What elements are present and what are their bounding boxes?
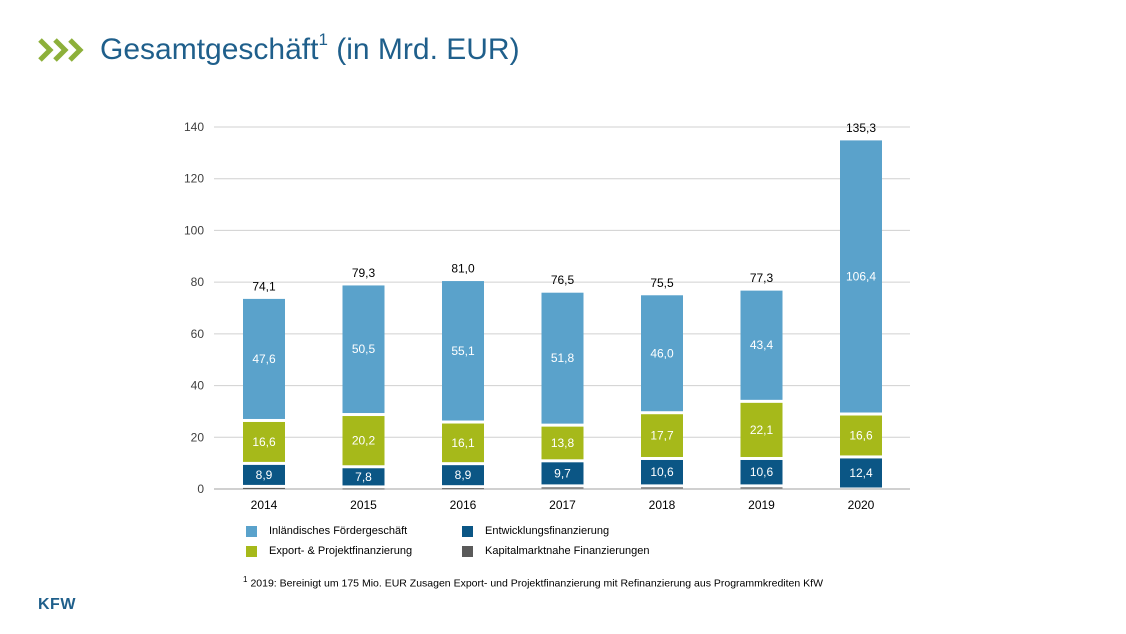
data-label-entwicklung: 8,9 (256, 468, 273, 482)
data-label-inlaendisch: 50,5 (352, 342, 376, 356)
total-label: 75,5 (650, 276, 674, 290)
legend-swatch-export (246, 545, 257, 557)
bar-segment-kapitalmarkt (541, 487, 584, 489)
data-label-export: 13,8 (551, 436, 575, 450)
footnote-marker: 1 (243, 575, 248, 584)
data-label-entwicklung: 12,4 (849, 466, 873, 480)
legend-label: Entwicklungsfinanzierung (485, 525, 610, 537)
bar-segment-entwicklung (541, 462, 584, 485)
data-label-export: 16,6 (252, 435, 276, 449)
legend-item-kapitalmarkt: Kapitalmarktnahe Finanzierungen (462, 545, 650, 557)
triple-chevron-icon (38, 37, 88, 63)
bar-segment-inlaendisch (342, 285, 385, 414)
total-label: 76,5 (551, 273, 575, 287)
data-label-export: 17,7 (650, 429, 674, 443)
legend-swatch-entwicklung (462, 525, 473, 537)
data-label-export: 20,2 (352, 434, 376, 448)
bar-segment-kapitalmarkt (442, 488, 484, 490)
legend-label: Inländisches Fördergeschäft (269, 525, 408, 537)
title-block: Gesamtgeschäft1 (in Mrd. EUR) (38, 31, 520, 66)
y-tick-label: 0 (197, 482, 204, 496)
data-label-inlaendisch: 47,6 (252, 352, 276, 366)
legend-swatch-kapitalmarkt (462, 545, 473, 557)
bar-segment-entwicklung (840, 458, 882, 488)
bar-segment-export (442, 423, 484, 463)
data-label-entwicklung: 7,8 (355, 470, 372, 484)
title-main: Gesamtgeschäft (100, 33, 319, 66)
data-label-inlaendisch: 55,1 (451, 344, 475, 358)
data-label-inlaendisch: 43,4 (750, 338, 774, 352)
y-tick-label: 40 (191, 379, 205, 393)
x-tick-label: 2018 (649, 498, 676, 512)
bar-segment-entwicklung (243, 464, 285, 485)
y-tick-label: 60 (191, 327, 205, 341)
legend-swatch-inlaendisch (246, 525, 257, 537)
data-label-entwicklung: 10,6 (750, 465, 774, 479)
data-label-inlaendisch: 51,8 (551, 351, 575, 365)
data-label-export: 16,6 (849, 428, 873, 442)
bar-segment-entwicklung (442, 465, 484, 486)
y-axis-ticks: 0 20 40 60 80 100 120 140 (184, 120, 204, 496)
data-label-inlaendisch: 106,4 (846, 269, 876, 283)
bar-segment-inlaendisch (541, 292, 584, 424)
bar-segment-export (541, 426, 584, 460)
data-label-entwicklung: 8,9 (455, 468, 472, 482)
bar-segment-entwicklung (641, 459, 683, 485)
bar-segment-inlaendisch (641, 295, 683, 412)
legend-label: Export- & Projektfinanzierung (269, 545, 413, 557)
x-tick-label: 2015 (350, 498, 377, 512)
x-tick-label: 2019 (748, 498, 775, 512)
bar-segment-inlaendisch (442, 281, 484, 421)
legend-label: Kapitalmarktnahe Finanzierungen (485, 545, 650, 557)
data-label-entwicklung: 9,7 (554, 466, 571, 480)
bar-segment-inlaendisch (243, 298, 285, 419)
bar-segment-kapitalmarkt (740, 487, 783, 489)
footnote-text: 2019: Bereinigt um 175 Mio. EUR Zusagen … (250, 577, 823, 590)
bars: 8,9 16,6 47,6 74,1 7,8 20,2 50,5 79,3 8,9 16,1 55,… (243, 121, 882, 490)
legend-item-entwicklung: Entwicklungsfinanzierung (462, 525, 609, 537)
bar-segment-entwicklung (342, 468, 385, 486)
bar-segment-export (641, 414, 683, 457)
y-tick-label: 140 (184, 120, 204, 134)
kfw-logo: KFW (38, 596, 76, 613)
title-footnote-marker: 1 (318, 30, 328, 49)
legend-item-export: Export- & Projektfinanzierung (246, 545, 412, 557)
x-tick-label: 2016 (450, 498, 477, 512)
total-label: 77,3 (750, 271, 774, 285)
y-tick-label: 20 (191, 430, 205, 444)
x-tick-label: 2020 (848, 498, 875, 512)
x-tick-label: 2014 (251, 498, 278, 512)
bar-segment-export (840, 415, 882, 456)
bar-segment-inlaendisch (740, 290, 783, 400)
bar-segment-export (243, 421, 285, 462)
bar-segment-inlaendisch (840, 140, 882, 413)
x-tick-label: 2017 (549, 498, 576, 512)
total-label: 74,1 (252, 279, 276, 293)
total-label: 81,0 (451, 262, 475, 276)
page-title: Gesamtgeschäft1 (in Mrd. EUR) (100, 31, 520, 66)
legend-item-inlaendisch: Inländisches Fördergeschäft (246, 525, 407, 537)
bar-segment-kapitalmarkt (342, 488, 385, 490)
data-label-export: 22,1 (750, 423, 774, 437)
y-tick-label: 120 (184, 172, 204, 186)
bar-segment-kapitalmarkt (243, 487, 285, 489)
bar-segment-kapitalmarkt (641, 487, 683, 489)
y-tick-label: 100 (184, 223, 204, 237)
data-label-export: 16,1 (451, 436, 475, 450)
data-label-entwicklung: 10,6 (650, 465, 674, 479)
x-axis-ticks: 2014 2015 2016 2017 2018 2019 2020 (251, 498, 875, 512)
bar-segment-export (342, 416, 385, 466)
footnote: 1 2019: Bereinigt um 175 Mio. EUR Zusagen… (243, 575, 823, 590)
data-label-inlaendisch: 46,0 (650, 346, 674, 360)
total-label: 135,3 (846, 121, 876, 135)
total-label: 79,3 (352, 266, 376, 280)
y-tick-label: 80 (191, 275, 205, 289)
bar-segment-export (740, 402, 783, 457)
title-unit: (in Mrd. EUR) (336, 33, 520, 66)
bar-segment-entwicklung (740, 459, 783, 485)
